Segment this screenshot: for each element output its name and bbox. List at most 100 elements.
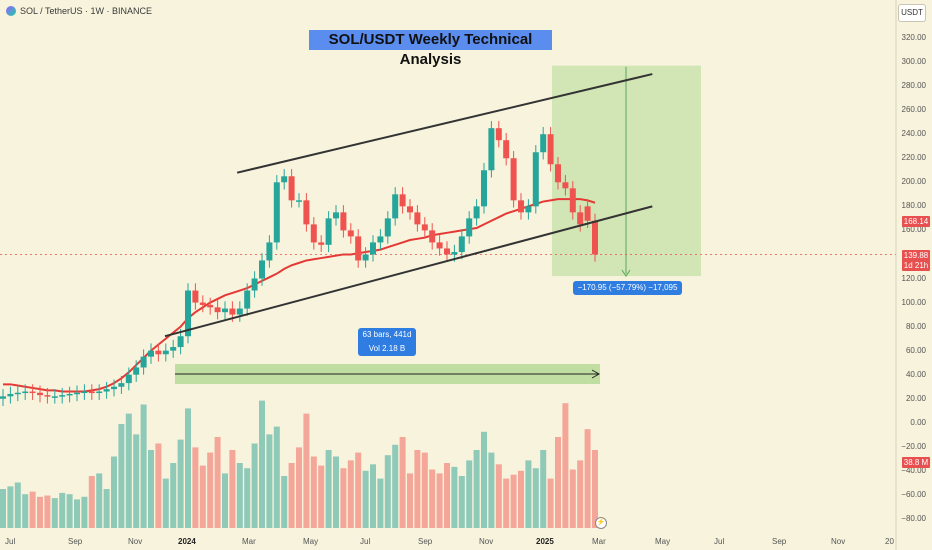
volume-bar: [495, 464, 502, 528]
volume-bar: [103, 489, 110, 528]
volume-bar: [37, 496, 43, 528]
candle-body: [44, 395, 51, 397]
y-axis-label: 300.00: [901, 57, 926, 67]
volume-bar: [199, 465, 206, 528]
candle-body: [310, 224, 317, 243]
candle-body: [251, 278, 258, 291]
y-axis-label: 280.00: [901, 81, 926, 91]
x-axis-label: Mar: [242, 537, 256, 546]
candle-body: [384, 218, 391, 237]
volume-bar: [562, 403, 569, 528]
candle-body: [185, 290, 191, 337]
volume-bar: [303, 413, 310, 528]
volume-bar: [384, 455, 391, 528]
volume-bar: [185, 408, 191, 528]
candle-body: [540, 134, 547, 153]
volume-bar: [74, 499, 80, 528]
volume-bar: [288, 463, 295, 528]
volume-bar: [488, 452, 495, 528]
candle-body: [266, 242, 273, 261]
volume-bar: [584, 429, 591, 528]
volume-bar: [540, 450, 547, 528]
volume-bar: [532, 468, 539, 528]
price-range-tooltip: −170.95 (−57.79%) −17,095: [573, 281, 682, 295]
x-axis-label: Nov: [128, 537, 143, 546]
symbol-header: SOL / TetherUS · 1W · BINANCE: [6, 6, 152, 16]
candle-body: [525, 206, 532, 213]
volume-bar: [236, 463, 243, 528]
candle-body: [162, 350, 169, 355]
volume-bar: [192, 447, 199, 528]
volume-bar: [510, 474, 517, 528]
date-range-arrowhead: [591, 369, 601, 379]
candle-body: [214, 307, 221, 313]
volume-bar: [340, 468, 347, 528]
candle-body: [333, 212, 339, 219]
volume-bar: [244, 468, 251, 528]
lightning-icon[interactable]: ⚡: [595, 517, 607, 529]
volume-bar: [407, 473, 413, 528]
volume-bar: [214, 437, 221, 528]
y-axis-label: 60.00: [905, 345, 926, 355]
volume-bar: [251, 443, 258, 528]
x-axis-label: Sep: [418, 537, 433, 546]
y-axis-label: 320.00: [901, 33, 926, 42]
volume-bar: [436, 473, 443, 528]
candle-body: [66, 393, 73, 396]
candle-body: [392, 194, 399, 219]
y-axis-label: 80.00: [905, 321, 926, 331]
candle-body: [37, 392, 43, 396]
candle-body: [340, 212, 347, 231]
candle-body: [466, 218, 473, 237]
volume-bar: [481, 431, 487, 528]
volume-bar: [473, 450, 480, 528]
volume-bar: [44, 495, 51, 528]
candle-body: [192, 290, 199, 303]
volume-bar: [399, 437, 406, 528]
candle-body: [273, 182, 280, 243]
currency-button[interactable]: USDT: [898, 4, 926, 22]
volume-bar: [355, 452, 362, 528]
x-axis-label: May: [303, 537, 319, 546]
candle-body: [495, 128, 502, 141]
lower-trendline: [164, 205, 653, 338]
candle-body: [429, 230, 436, 243]
candle-body: [488, 128, 495, 171]
volume-bar: [281, 476, 288, 528]
candle-body: [288, 176, 295, 201]
volume-bar: [458, 476, 465, 528]
candle-body: [421, 224, 428, 231]
price-tag: 1d 21h: [902, 260, 930, 272]
volume-bar: [125, 413, 132, 528]
candle-body: [148, 350, 154, 357]
volume-bar: [421, 452, 428, 528]
y-axis-label: −20.00: [901, 441, 926, 451]
candle-body: [555, 164, 561, 183]
volume-bar: [207, 452, 214, 528]
sol-logo-icon: [6, 6, 16, 16]
candle-body: [577, 212, 584, 225]
candle-body: [14, 392, 21, 395]
volume-bar: [518, 470, 524, 528]
candle-body: [281, 176, 288, 183]
volume-bar: [503, 478, 510, 528]
y-axis-label: 100.00: [901, 297, 926, 307]
volume-bar: [592, 450, 598, 528]
volume-bar: [222, 473, 228, 528]
volume-bar: [51, 498, 58, 528]
candle-body: [355, 236, 362, 261]
candle-body: [569, 188, 576, 213]
y-axis-label: −60.00: [901, 489, 926, 499]
candle-body: [370, 242, 376, 255]
x-axis-label: Sep: [68, 537, 83, 546]
volume-bar: [133, 434, 140, 528]
volume-bar: [451, 466, 458, 528]
volume-bar: [325, 450, 332, 528]
candle-body: [592, 220, 598, 255]
price-tag: 38.8 M: [902, 457, 930, 469]
candle-body: [22, 391, 29, 394]
volume-bar: [59, 492, 66, 528]
volume-bar: [273, 426, 280, 528]
